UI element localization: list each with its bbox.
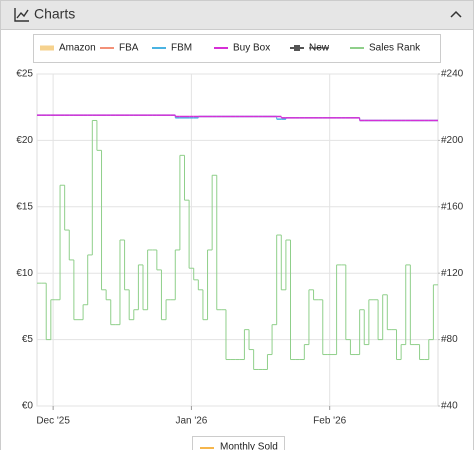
y-tick-label: €25	[16, 69, 33, 80]
legend-label[interactable]: New	[309, 43, 330, 54]
legend-label[interactable]: FBM	[171, 43, 192, 54]
x-tick-label: Feb '26	[313, 416, 346, 427]
secondary-legend-label[interactable]: Monthly Sold	[220, 442, 278, 450]
legend-item[interactable]: FBA	[100, 43, 139, 54]
plot	[37, 114, 438, 370]
x-tick-label: Jan '26	[175, 416, 207, 427]
legend-swatch	[40, 45, 54, 51]
legend-label[interactable]: Amazon	[59, 43, 96, 54]
legend-item[interactable]: Amazon	[40, 43, 96, 54]
legend-item[interactable]: New	[290, 43, 330, 54]
legend: Amazon FBA FBM Buy Box New Sales Rank	[40, 43, 421, 54]
legend-swatch-marker	[294, 45, 300, 51]
y2-tick-label: #160	[441, 201, 464, 212]
y-tick-label: €0	[22, 401, 34, 412]
y2-tick-label: #200	[441, 135, 464, 146]
grid	[36, 73, 439, 407]
y2-tick-label: #40	[441, 401, 458, 412]
x-tick-label: Dec '25	[36, 416, 70, 427]
y2-tick-label: #120	[441, 268, 464, 279]
panel-header[interactable]	[0, 0, 474, 30]
legend-label[interactable]: Sales Rank	[369, 43, 421, 54]
collapse-caret[interactable]	[450, 10, 462, 18]
plot-background	[36, 73, 439, 407]
panel-title: Charts	[34, 6, 75, 22]
chart-icon	[14, 8, 29, 22]
secondary-legend-box	[192, 436, 285, 450]
y-tick-label: €15	[16, 201, 33, 212]
legend-item[interactable]: FBM	[152, 43, 192, 54]
legend-label[interactable]: Buy Box	[233, 43, 270, 54]
axes: €0 €5 €10 €15 €20 €25 #40 #80 #120 #160 #200 #240 De…	[16, 69, 463, 427]
y-tick-label: €20	[16, 135, 33, 146]
legend-item[interactable]: Buy Box	[214, 43, 270, 54]
y-tick-label: €10	[16, 268, 33, 279]
legend-label[interactable]: FBA	[119, 43, 139, 54]
legend-item[interactable]: Sales Rank	[350, 43, 421, 54]
y2-tick-label: #240	[441, 69, 464, 80]
y-tick-label: €5	[22, 334, 34, 345]
y2-tick-label: #80	[441, 334, 458, 345]
